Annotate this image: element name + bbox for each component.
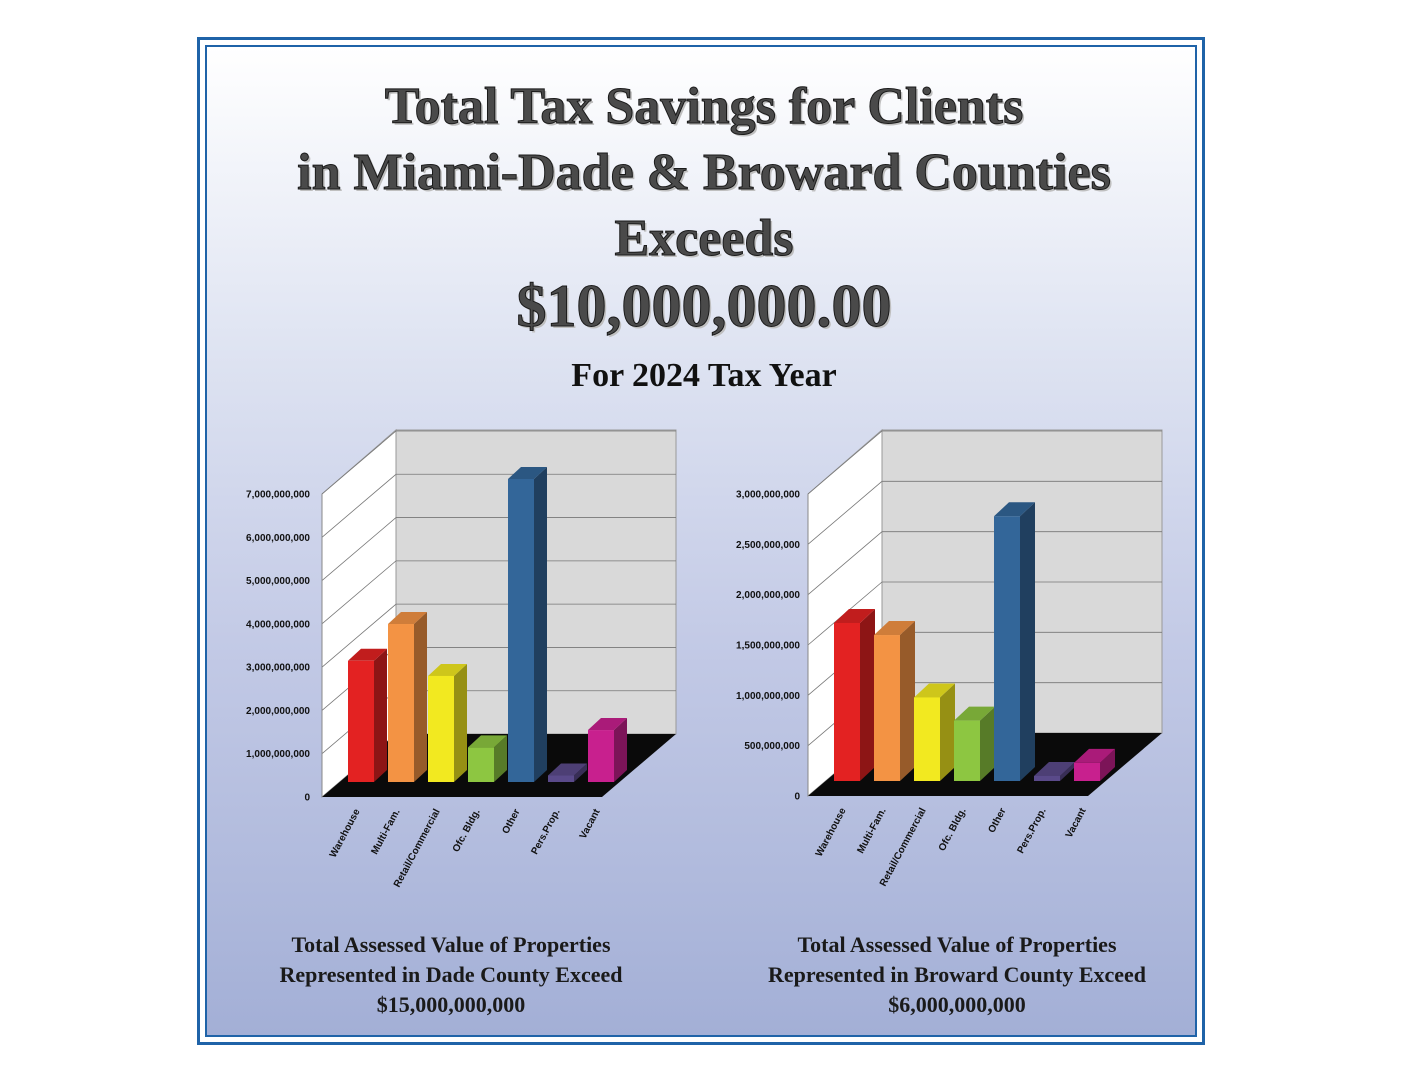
dade-bar-pers-prop (548, 775, 574, 782)
headline-line-3: Exceeds (614, 210, 794, 268)
headline-line-2: in Miami-Dade & Broward Counties (297, 144, 1112, 202)
broward-category-label: Retail/Commercial (878, 806, 929, 888)
broward-gridline (807, 430, 1162, 495)
dade-category-label: Warehouse (328, 807, 363, 860)
broward-category-label: Multi-Fam. (855, 806, 888, 856)
dade-bar-top (388, 612, 427, 625)
broward-category-label: Ofc. Bldg. (937, 806, 969, 853)
dade-category-label: Vacant (578, 807, 603, 841)
broward-category-label: Pers.Prop. (1015, 806, 1048, 856)
dade-y-tick-label: 0 (304, 793, 310, 804)
dade-bar-side (494, 735, 507, 782)
dade-y-tick-label: 1,000,000,000 (246, 749, 310, 760)
broward-bar-top (914, 683, 955, 698)
headline: Total Tax Savings for Clients in Miami-D… (0, 74, 1408, 272)
dade-y-tick-label: 3,000,000,000 (246, 663, 310, 674)
dade-y-tick-label: 4,000,000,000 (246, 619, 310, 630)
dade-bar-multi-fam (388, 624, 414, 782)
broward-bar-warehouse (834, 622, 860, 781)
broward-y-tick-label: 2,500,000,000 (736, 540, 800, 551)
dade-bar-warehouse (348, 660, 374, 782)
broward-bar-top (1034, 761, 1075, 776)
dade-category-label: Ofc. Bldg. (451, 807, 483, 854)
broward-bar-pers-prop (1034, 775, 1060, 781)
dade-bar-other (508, 479, 534, 782)
broward-bar-side (1100, 748, 1115, 781)
dade-category-label: Pers.Prop. (529, 807, 562, 857)
broward-bar-vacant (1074, 762, 1100, 781)
dade-gridline (321, 430, 676, 495)
dade-bar-side (614, 718, 627, 782)
broward-gridline (807, 480, 1162, 545)
tax-year-subtitle: For 2024 Tax Year (571, 357, 837, 394)
broward-chart: 0 500,000,000 1,000,000,000 1,500,000,000 2,… (736, 428, 1163, 888)
dade-bar-top (508, 467, 547, 479)
broward-bar-multi-fam (874, 635, 900, 781)
dade-y-tick-label: 5,000,000,000 (246, 576, 310, 587)
broward-bar-top (834, 608, 875, 623)
dade-y-tick-label: 7,000,000,000 (246, 490, 310, 501)
broward-bar-top (1074, 748, 1115, 763)
dade-gridline (321, 517, 676, 581)
dade-bar-side (414, 612, 427, 782)
dade-category-label: Retail/Commercial (392, 807, 443, 889)
broward-gridline (807, 531, 1162, 595)
dade-chart: 0 1,000,000,000 2,000,000,000 3,000,000,000… (246, 428, 677, 889)
dade-gridline (321, 560, 676, 625)
broward-category-label: Other (986, 806, 1008, 835)
broward-bar-side (940, 683, 955, 781)
dade-bar-top (348, 648, 387, 661)
dade-bar-side (534, 467, 547, 782)
broward-bar-other (994, 516, 1020, 781)
dade-bar-top (548, 763, 587, 776)
broward-category-label: Warehouse (814, 806, 849, 859)
broward-caption-line-3: $6,000,000,000 (888, 992, 1026, 1017)
broward-y-tick-label: 2,000,000,000 (736, 590, 800, 601)
broward-bar-side (1060, 761, 1075, 781)
headline-line-1: Total Tax Savings for Clients (384, 78, 1024, 136)
dade-y-tick-label: 2,000,000,000 (246, 706, 310, 717)
broward-bar-side (980, 706, 995, 781)
dade-caption-line-3: $15,000,000,000 (376, 992, 526, 1017)
broward-y-tick-label: 0 (794, 792, 800, 803)
dade-bar-top (468, 735, 507, 748)
broward-caption: Total Assessed Value of Properties Repre… (727, 930, 1187, 1020)
dade-category-label: Multi-Fam. (369, 807, 402, 857)
dade-caption: Total Assessed Value of Properties Repre… (221, 930, 681, 1020)
broward-y-tick-label: 1,000,000,000 (736, 691, 800, 702)
dade-bar-top (588, 718, 627, 731)
broward-y-tick-label: 500,000,000 (744, 741, 800, 752)
dade-bar-side (454, 663, 467, 782)
dade-caption-line-2: Represented in Dade County Exceed (279, 962, 623, 987)
dade-bar-top (428, 663, 467, 676)
dade-gridline (321, 473, 676, 538)
broward-bar-top (994, 502, 1035, 517)
dade-bar-retail-commercial (428, 675, 454, 782)
dade-caption-line-1: Total Assessed Value of Properties (291, 932, 611, 957)
broward-bar-retail-commercial (914, 697, 940, 781)
dade-bar-ofc-bldg (468, 747, 494, 782)
broward-caption-line-1: Total Assessed Value of Properties (797, 932, 1117, 957)
broward-y-tick-label: 1,500,000,000 (736, 641, 800, 652)
broward-bar-ofc-bldg (954, 720, 980, 781)
broward-gridline (807, 581, 1162, 646)
broward-y-tick-label: 3,000,000,000 (736, 490, 800, 501)
broward-category-label: Vacant (1064, 806, 1089, 840)
broward-bar-top (874, 621, 915, 636)
dade-category-label: Other (500, 807, 522, 836)
broward-bar-side (860, 608, 875, 781)
broward-bar-top (954, 706, 995, 721)
broward-bar-side (1020, 502, 1035, 781)
broward-caption-line-2: Represented in Broward County Exceed (767, 962, 1147, 987)
dade-bar-side (574, 763, 587, 782)
dade-bar-vacant (588, 730, 614, 782)
dade-bar-side (374, 648, 387, 782)
broward-bar-side (900, 621, 915, 781)
dade-gridline (321, 603, 676, 668)
savings-amount: $10,000,000.00 (516, 273, 892, 340)
dade-y-tick-label: 6,000,000,000 (246, 533, 310, 544)
